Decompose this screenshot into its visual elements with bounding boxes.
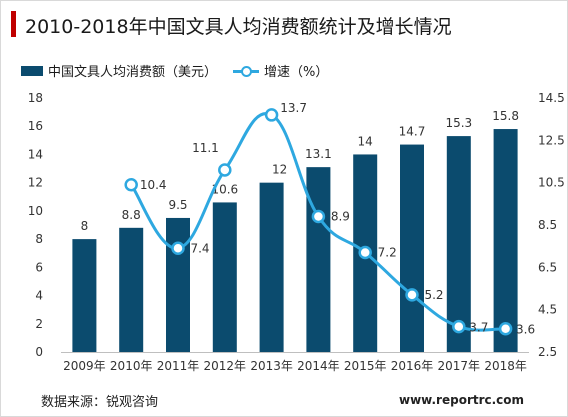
- growth-value-label: 11.1: [192, 141, 219, 155]
- bar-value-label: 8: [81, 219, 89, 233]
- y-left-tick-label: 2: [35, 317, 43, 331]
- growth-marker: [218, 163, 232, 177]
- y-left-tick-label: 0: [35, 345, 43, 359]
- legend-swatch-bar: [21, 65, 43, 76]
- bar: [166, 217, 190, 352]
- growth-line: [129, 112, 506, 332]
- x-tick-label: 2011年: [157, 359, 200, 373]
- y-left-tick-label: 8: [35, 232, 43, 246]
- x-tick-label: 2013年: [250, 359, 293, 373]
- growth-value-label: 3.7: [469, 321, 488, 335]
- growth-marker: [264, 108, 279, 122]
- source-note: 数据来源：锐观咨询: [41, 395, 159, 410]
- x-tick-label: 2017年: [438, 359, 481, 373]
- bar: [493, 129, 518, 352]
- y-right-tick-label: 2.5: [538, 345, 557, 359]
- growth-marker: [452, 319, 466, 334]
- x-tick-label: 2012年: [204, 359, 247, 373]
- bar-value-label: 9.5: [168, 198, 187, 212]
- bar-value-label: 10.6: [211, 182, 238, 196]
- growth-marker: [311, 209, 326, 224]
- bar: [119, 227, 144, 352]
- legend-swatch-line: [233, 65, 260, 77]
- y-right-tick-label: 4.5: [538, 303, 557, 317]
- growth-value-label: 13.7: [280, 101, 307, 115]
- growth-marker: [358, 245, 372, 260]
- legend-label-line: 增速（%）: [264, 65, 329, 80]
- legend-label-bar: 中国文具人均消费额（美元）: [48, 65, 218, 80]
- chart-title: 2010-2018年中国文具人均消费额统计及增长情况: [25, 16, 452, 38]
- x-tick-label: 2010年: [110, 359, 153, 373]
- legend-item-line: 增速（%）: [233, 61, 328, 80]
- y-left-tick-label: 4: [35, 289, 43, 303]
- bar-value-label: 12: [272, 163, 287, 177]
- y-right-tick-label: 12.5: [538, 133, 565, 147]
- y-left-tick-label: 18: [28, 91, 43, 105]
- watermark: www.reportrc.com: [399, 393, 525, 407]
- chart-legend: 中国文具人均消费额（美元） 增速（%）: [21, 61, 328, 80]
- growth-marker: [498, 321, 513, 336]
- growth-value-label: 8.9: [331, 210, 350, 224]
- bar-value-label: 8.8: [122, 208, 141, 222]
- y-left-tick-label: 14: [28, 147, 43, 161]
- bar-value-label: 13.1: [305, 147, 332, 161]
- bar-value-label: 14: [358, 134, 373, 148]
- growth-value-label: 10.4: [140, 178, 167, 192]
- bar: [446, 136, 471, 352]
- growth-value-label: 7.4: [190, 241, 209, 255]
- bar: [400, 144, 424, 352]
- y-left-tick-label: 10: [28, 204, 43, 218]
- x-tick-label: 2015年: [344, 359, 387, 373]
- x-tick-label: 2018年: [484, 359, 527, 373]
- x-tick-label: 2014年: [297, 359, 340, 373]
- bar-value-label: 15.3: [445, 116, 472, 130]
- bar: [212, 202, 237, 352]
- legend-item-bar: 中国文具人均消费额（美元）: [21, 61, 217, 80]
- y-right-tick-label: 8.5: [538, 218, 557, 232]
- x-tick-label: 2009年: [63, 359, 106, 373]
- x-tick-label: 2016年: [391, 359, 434, 373]
- growth-value-label: 5.2: [424, 288, 443, 302]
- bar: [259, 182, 284, 352]
- growth-value-label: 7.2: [378, 246, 397, 260]
- bar-value-label: 15.8: [492, 109, 519, 123]
- bar: [72, 239, 97, 352]
- bar-value-label: 14.7: [399, 125, 426, 139]
- y-right-tick-label: 14.5: [538, 91, 565, 105]
- y-right-tick-label: 6.5: [538, 260, 557, 274]
- y-left-tick-label: 12: [28, 176, 43, 190]
- growth-marker: [171, 241, 185, 256]
- y-left-tick-label: 16: [28, 119, 43, 133]
- y-left-tick-label: 6: [35, 260, 43, 274]
- growth-marker: [405, 288, 419, 302]
- growth-value-label: 3.6: [516, 323, 535, 337]
- growth-marker: [124, 178, 138, 192]
- bar: [306, 167, 331, 352]
- title-accent-bar: [11, 11, 16, 37]
- y-right-tick-label: 10.5: [538, 176, 565, 190]
